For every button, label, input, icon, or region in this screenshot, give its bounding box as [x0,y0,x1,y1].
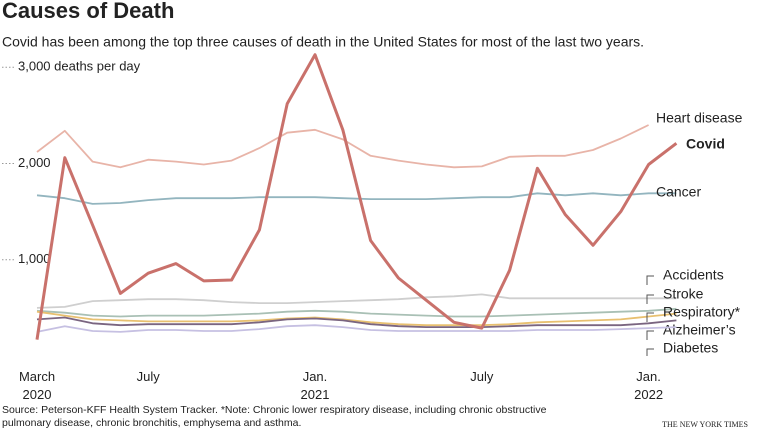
x-tick-line: Jan. [303,369,328,384]
label-leader [646,312,654,322]
label-leader [646,330,654,340]
legend-label: Alzheimer’s [663,322,736,338]
x-tick-label: July [137,369,161,384]
legend-label: Covid [686,136,725,152]
series-line [36,310,677,327]
x-tick-line: Jan. [636,369,661,384]
chart-subtitle: Covid has been among the top three cause… [2,34,644,50]
x-tick-line: 2022 [634,387,663,402]
legend-label: Diabetes [663,340,718,356]
x-tick-label: Jan. 2022 [634,369,663,402]
legend-label: Respiratory* [663,304,741,320]
series-line [36,124,649,169]
series-line [36,307,677,318]
x-tick-label: Jan. 2021 [301,369,330,402]
legend-label: Accidents [663,267,724,283]
x-tick-line: 2020 [23,387,52,402]
x-tick-line: 2021 [301,387,330,402]
series-line [36,316,677,328]
y-tick-label: 3,000 deaths per day [18,59,141,74]
series-line [36,324,677,333]
x-tick-line: March [19,369,55,384]
series-line [35,53,678,340]
legend-label: Heart disease [656,110,743,126]
legend-label: Stroke [663,286,704,302]
series-line [36,192,677,205]
y-tick-label: 1,000 [18,251,51,266]
legend-label: Cancer [656,184,701,200]
y-tick-label: 2,000 [18,155,51,170]
x-tick-line: July [470,369,494,384]
source-box: Source: Peterson-KFF Health System Track… [2,404,547,429]
x-tick-line: July [137,369,161,384]
chart-title: Causes of Death [2,0,174,23]
source: Source: Peterson-KFF Health System Track… [2,404,547,429]
label-leader [646,348,654,356]
label-leader [646,275,654,285]
x-tick-label: July [470,369,494,384]
series-line [36,293,677,309]
x-tick-label: March 2020 [19,369,55,402]
credit: THE NEW YORK TIMES [662,420,748,429]
label-leader [646,294,654,304]
